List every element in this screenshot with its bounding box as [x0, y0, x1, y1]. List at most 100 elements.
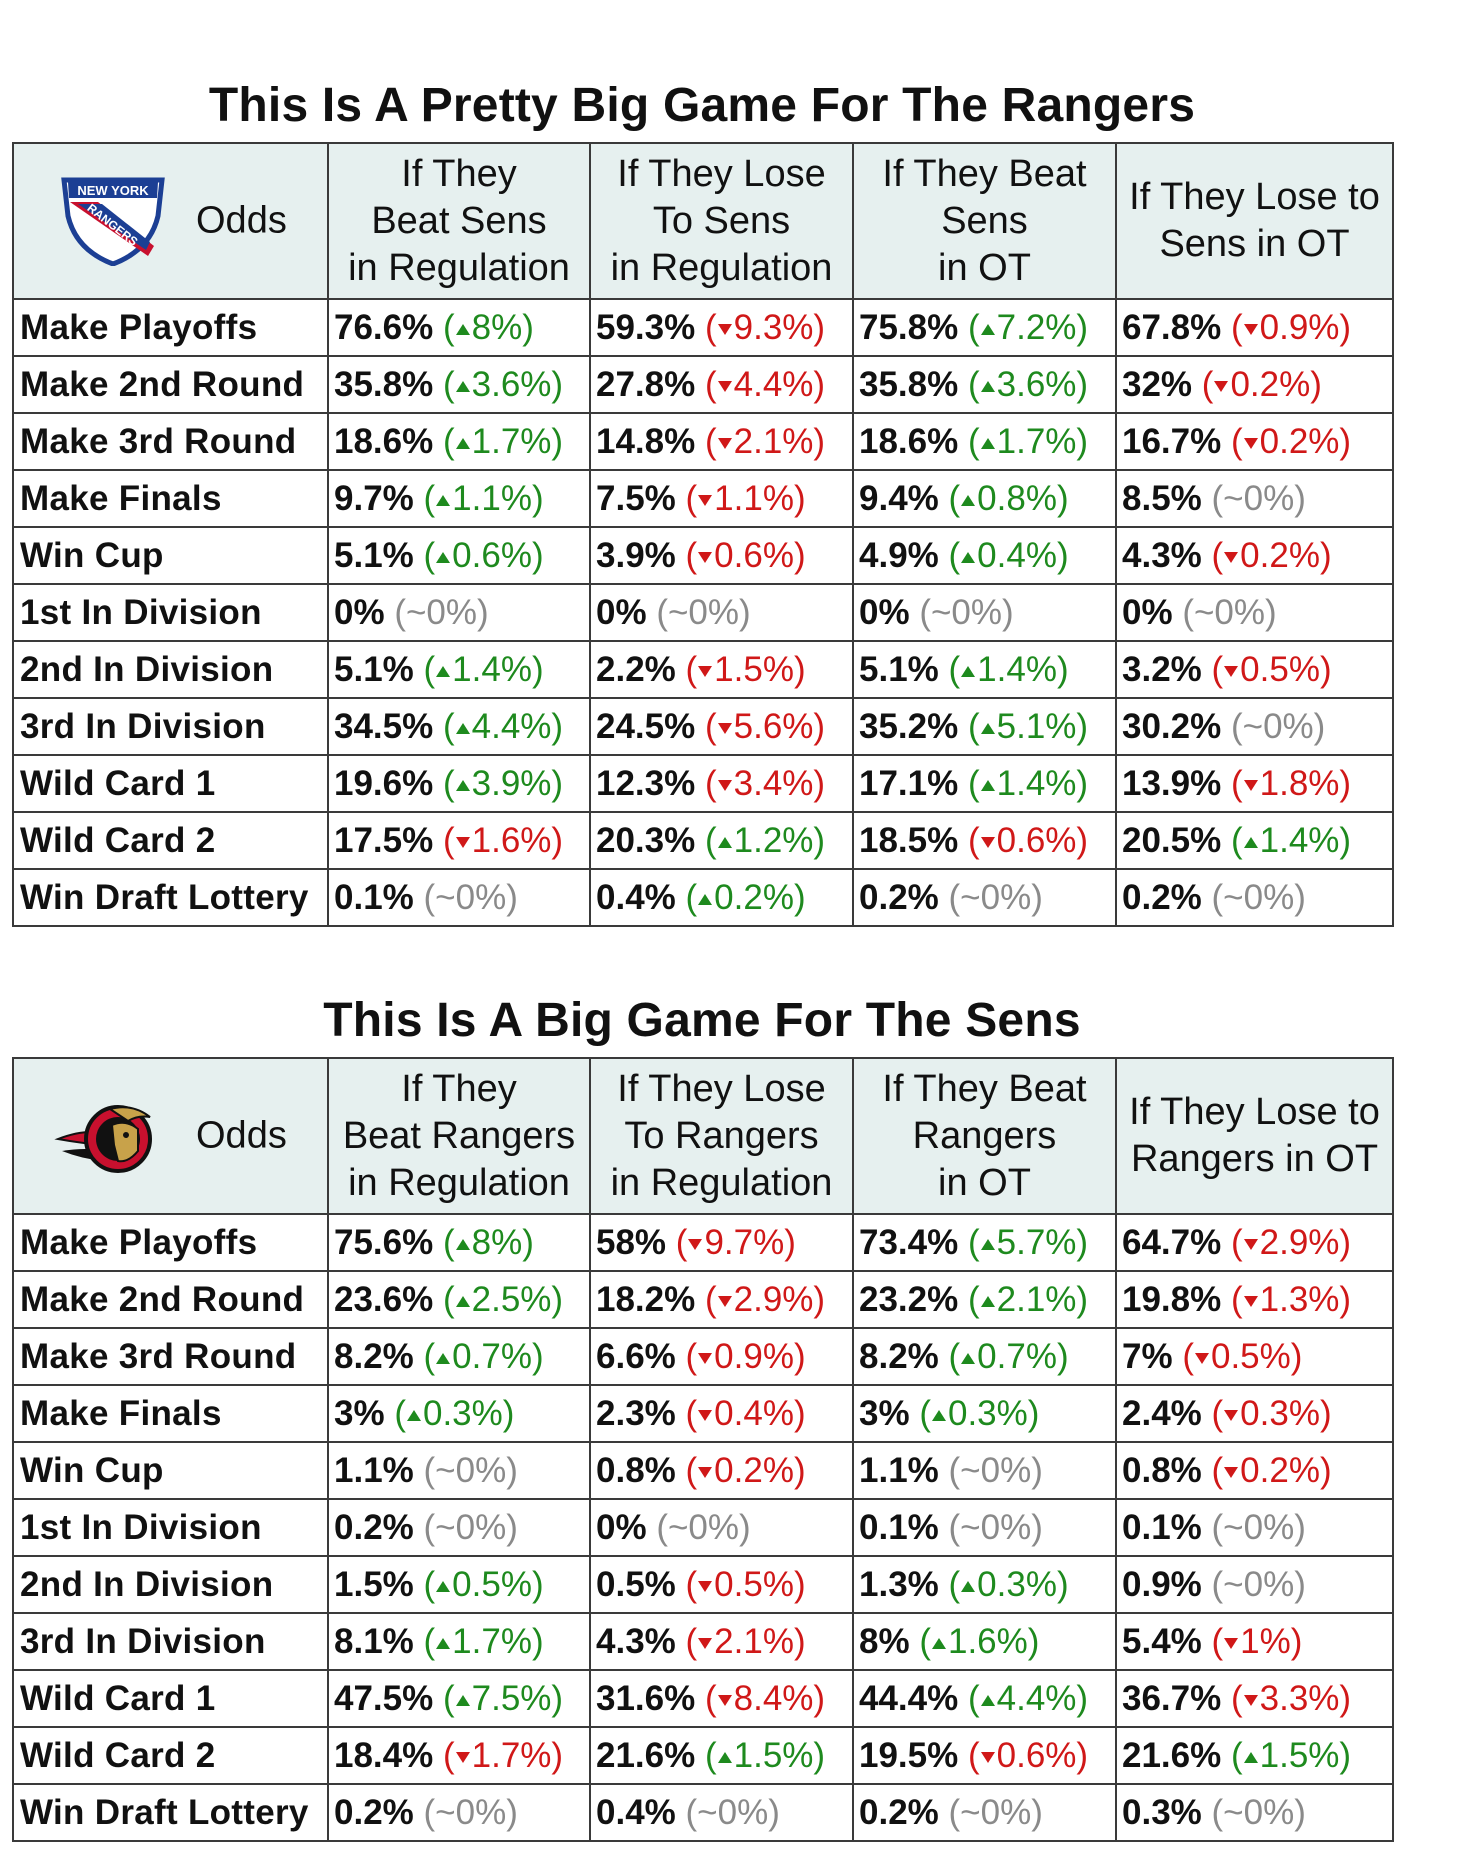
triangle-down-icon — [698, 494, 713, 506]
change-value: 0.3% — [422, 1393, 503, 1433]
table-row: Make Playoffs 75.6% (8%) 58% (9.7%) 73.4% (… — [12, 1213, 1394, 1272]
row-label: Make Playoffs — [12, 298, 329, 357]
row-label: Win Draft Lottery — [12, 1783, 329, 1842]
odds-cell: 2.3% (0.4%) — [589, 1384, 854, 1443]
odds-cell: 8.2% (0.7%) — [852, 1327, 1117, 1386]
change-value: 3.6% — [996, 364, 1077, 404]
odds-cell: 3.9% (0.6%) — [589, 526, 854, 585]
odds-change: (~0%) — [938, 877, 1043, 917]
odds-change: (3.4%) — [695, 763, 826, 803]
change-value: 7.5% — [471, 1678, 552, 1718]
odds-value: 20.3% — [596, 820, 696, 860]
odds-value: 19.5% — [859, 1735, 959, 1775]
col-header-beat-ot: If They Beat Rangers in OT — [852, 1057, 1117, 1215]
change-value: 0.2% — [1230, 364, 1311, 404]
row-label: 2nd In Division — [12, 1555, 329, 1614]
odds-cell: 0.8% (0.2%) — [1115, 1441, 1394, 1500]
odds-value: 19.8% — [1122, 1279, 1222, 1319]
odds-value: 16.7% — [1122, 421, 1222, 461]
odds-change: (~0%) — [938, 1792, 1043, 1832]
odds-value: 5.1% — [334, 649, 414, 689]
odds-cell: 3.2% (0.5%) — [1115, 640, 1394, 699]
odds-value: 1.1% — [859, 1450, 939, 1490]
odds-change: (0.9%) — [675, 1336, 806, 1376]
odds-change: (~0%) — [1172, 592, 1277, 632]
odds-change: (2.1%) — [675, 1621, 806, 1661]
odds-change: (9.3%) — [695, 307, 826, 347]
odds-change: (~0%) — [413, 1792, 518, 1832]
odds-value: 17.1% — [859, 763, 959, 803]
triangle-up-icon — [455, 323, 470, 335]
odds-change: (3.3%) — [1221, 1678, 1352, 1718]
rangers-odds-table: NEW YORK RANGERS Odds If They Beat Sens in… — [12, 142, 1394, 927]
table-row: 3rd In Division 34.5% (4.4%) 24.5% (5.6%) 3… — [12, 697, 1394, 756]
change-value: 1.4% — [977, 649, 1057, 689]
odds-value: 0% — [334, 592, 385, 632]
change-value: 8% — [471, 307, 523, 347]
change-value: 0.5% — [1240, 649, 1320, 689]
odds-cell: 34.5% (4.4%) — [327, 697, 591, 756]
change-value: 0.8% — [977, 478, 1057, 518]
odds-change: (~0%) — [646, 1507, 751, 1547]
odds-cell: 44.4% (4.4%) — [852, 1669, 1117, 1728]
change-value: ~0% — [667, 592, 740, 632]
corner-header: Odds — [12, 1057, 329, 1215]
odds-cell: 8.1% (1.7%) — [327, 1612, 591, 1671]
odds-value: 35.2% — [859, 706, 959, 746]
odds-cell: 21.6% (1.5%) — [1115, 1726, 1394, 1785]
odds-cell: 75.8% (7.2%) — [852, 298, 1117, 357]
odds-value: 19.6% — [334, 763, 434, 803]
odds-value: 0% — [1122, 592, 1173, 632]
col-header-beat-regulation: If They Beat Rangers in Regulation — [327, 1057, 591, 1215]
odds-cell: 0.1% (~0%) — [852, 1498, 1117, 1557]
triangle-down-icon — [698, 1466, 713, 1478]
table-row: Make Finals 9.7% (1.1%) 7.5% (1.1%) 9.4% (0… — [12, 469, 1394, 528]
odds-value: 30.2% — [1122, 706, 1222, 746]
odds-value: 2.4% — [1122, 1393, 1202, 1433]
change-value: 0.9% — [714, 1336, 794, 1376]
triangle-up-icon — [980, 722, 995, 734]
change-value: 1.7% — [996, 421, 1077, 461]
odds-change: (1.6%) — [909, 1621, 1040, 1661]
change-value: ~0% — [960, 877, 1032, 917]
change-value: 2.1% — [733, 421, 814, 461]
odds-cell: 18.4% (1.7%) — [327, 1726, 591, 1785]
odds-cell: 8.5% (~0%) — [1115, 469, 1394, 528]
odds-cell: 2.4% (0.3%) — [1115, 1384, 1394, 1443]
new-york-rangers-logo-icon: NEW YORK RANGERS — [61, 177, 165, 266]
triangle-down-icon — [698, 551, 713, 563]
svg-text:NEW YORK: NEW YORK — [77, 183, 149, 198]
odds-change: (~0%) — [675, 1792, 780, 1832]
odds-change: (1.7%) — [413, 1621, 544, 1661]
change-value: 1.3% — [1259, 1279, 1340, 1319]
odds-cell: 0.1% (~0%) — [327, 868, 591, 927]
triangle-down-icon — [455, 836, 470, 848]
odds-value: 7% — [1122, 1336, 1173, 1376]
change-value: 0.3% — [947, 1393, 1028, 1433]
odds-cell: 1.5% (0.5%) — [327, 1555, 591, 1614]
odds-cell: 47.5% (7.5%) — [327, 1669, 591, 1728]
odds-change: (0.7%) — [413, 1336, 544, 1376]
odds-cell: 0% (~0%) — [852, 583, 1117, 642]
odds-cell: 58% (9.7%) — [589, 1213, 854, 1272]
triangle-down-icon — [698, 1352, 713, 1364]
odds-value: 0.5% — [596, 1564, 676, 1604]
triangle-down-icon — [698, 665, 713, 677]
change-value: 8.4% — [733, 1678, 814, 1718]
odds-change: (0.5%) — [675, 1564, 806, 1604]
odds-cell: 0% (~0%) — [589, 583, 854, 642]
table-row: Make 3rd Round 18.6% (1.7%) 14.8% (2.1%) 18… — [12, 412, 1394, 471]
triangle-down-icon — [1243, 1238, 1258, 1250]
odds-cell: 19.6% (3.9%) — [327, 754, 591, 813]
triangle-down-icon — [1224, 665, 1239, 677]
change-value: ~0% — [960, 1507, 1032, 1547]
odds-change: (2.9%) — [1221, 1222, 1352, 1262]
odds-cell: 0.2% (~0%) — [327, 1498, 591, 1557]
odds-value: 75.6% — [334, 1222, 434, 1262]
triangle-up-icon — [980, 437, 995, 449]
row-label: 1st In Division — [12, 1498, 329, 1557]
odds-change: (3.6%) — [433, 364, 564, 404]
odds-cell: 4.3% (0.2%) — [1115, 526, 1394, 585]
row-label: Make 2nd Round — [12, 1270, 329, 1329]
odds-value: 0.2% — [334, 1507, 414, 1547]
